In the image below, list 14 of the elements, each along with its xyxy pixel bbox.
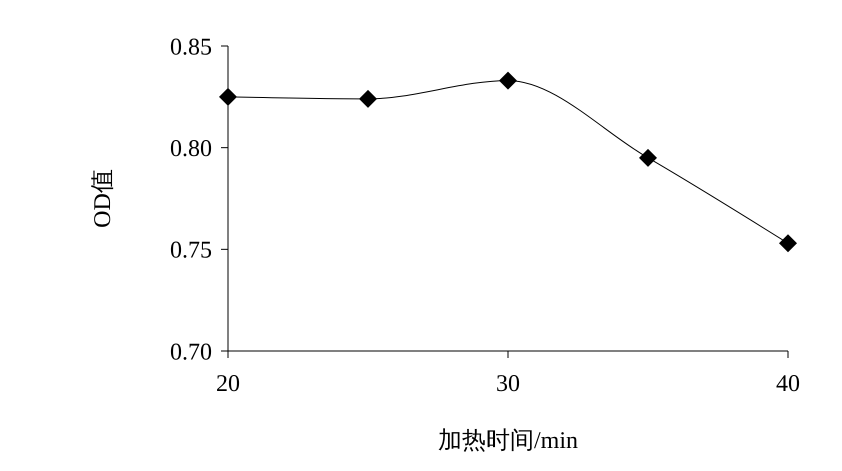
x-axis-title: 加热时间/min xyxy=(438,428,578,454)
x-tick-label: 40 xyxy=(776,371,800,397)
point xyxy=(359,90,377,108)
x-tick-label: 30 xyxy=(496,371,520,397)
point xyxy=(779,234,797,252)
point xyxy=(639,148,657,167)
y-axis-title: OD值 xyxy=(90,169,116,228)
y-tick-label: 0.85 xyxy=(170,34,212,60)
y-tick-label: 0.80 xyxy=(170,136,212,162)
point xyxy=(499,72,517,90)
x-tick-label: 20 xyxy=(216,371,240,397)
y-tick-label: 0.70 xyxy=(170,339,212,366)
y-tick-label: 0.75 xyxy=(170,238,212,264)
point xyxy=(219,88,237,106)
